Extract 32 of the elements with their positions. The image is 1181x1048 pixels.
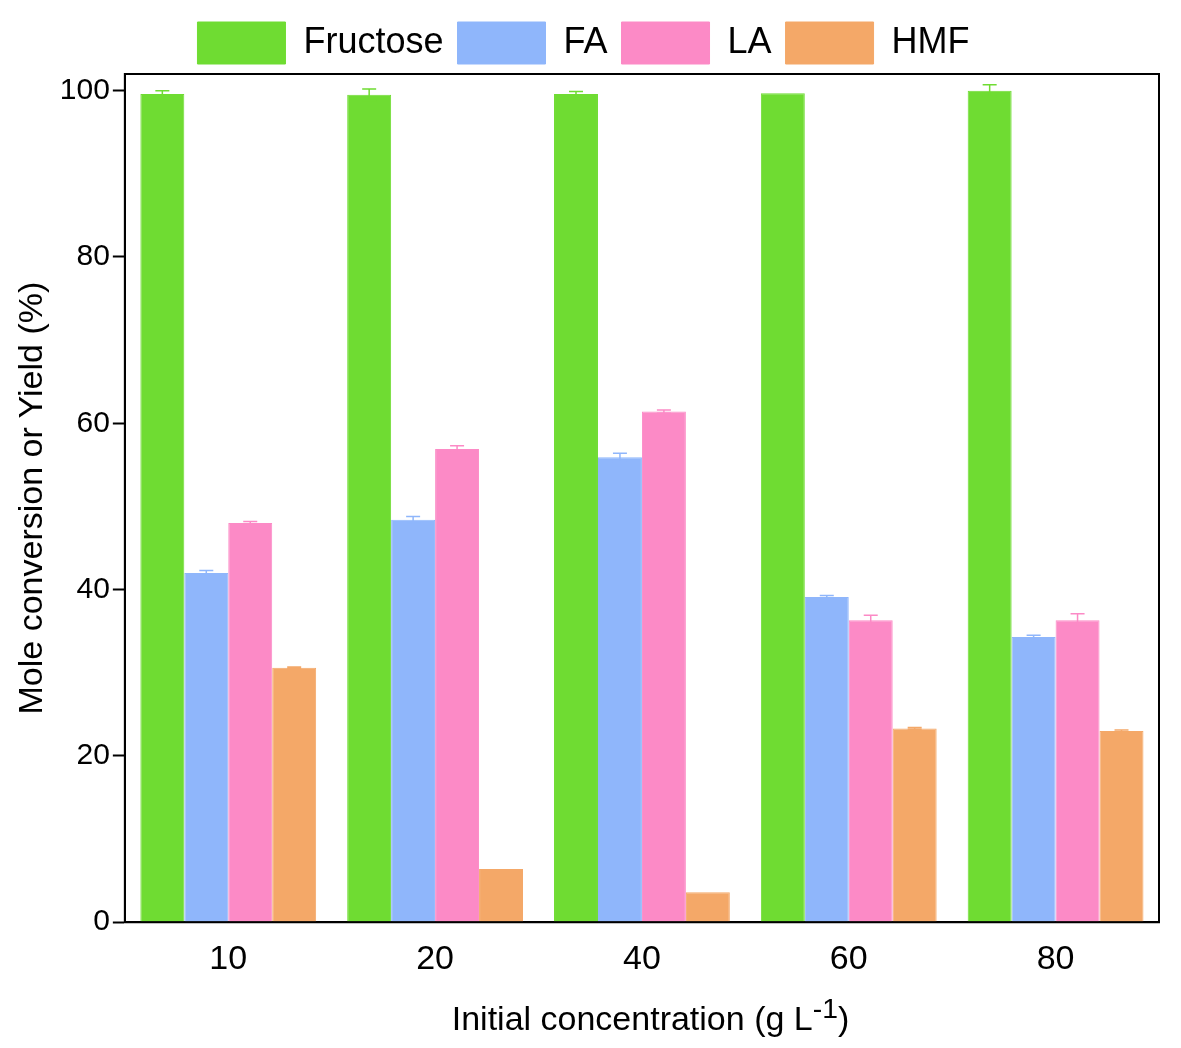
bar xyxy=(554,93,598,922)
legend-label: Fructose xyxy=(303,19,444,61)
bar xyxy=(685,892,730,922)
bar xyxy=(1011,636,1056,922)
legend-label: LA xyxy=(727,19,772,61)
x-tick-label: 80 xyxy=(1036,937,1075,976)
bar xyxy=(1099,730,1144,922)
x-axis-title: Initial concentration (g L$^{-1}$) xyxy=(450,991,851,1040)
y-tick-label: 60 xyxy=(76,404,110,438)
bar xyxy=(641,411,686,922)
y-tick-label: 0 xyxy=(93,903,110,937)
bar xyxy=(760,93,805,922)
x-tick-label: 20 xyxy=(416,937,455,976)
bar xyxy=(391,519,436,922)
legend-label: HMF xyxy=(891,19,970,61)
y-tick-label: 20 xyxy=(76,737,110,771)
bar xyxy=(804,597,849,922)
y-axis-title: Mole conversion or Yield (%) xyxy=(10,281,49,715)
x-tick-label: 40 xyxy=(623,937,661,976)
bar xyxy=(228,523,273,922)
y-tick-label: 100 xyxy=(59,71,110,105)
y-tick-label: 80 xyxy=(76,238,110,272)
legend-label: FA xyxy=(563,19,608,61)
y-tick-label: 40 xyxy=(76,570,110,604)
x-tick-label: 60 xyxy=(829,937,868,976)
bar xyxy=(479,868,523,922)
bar xyxy=(272,667,317,922)
x-tick-label: 10 xyxy=(209,937,248,976)
bar xyxy=(892,728,937,922)
bar xyxy=(435,449,480,922)
bar xyxy=(184,572,229,922)
bar xyxy=(140,93,185,922)
